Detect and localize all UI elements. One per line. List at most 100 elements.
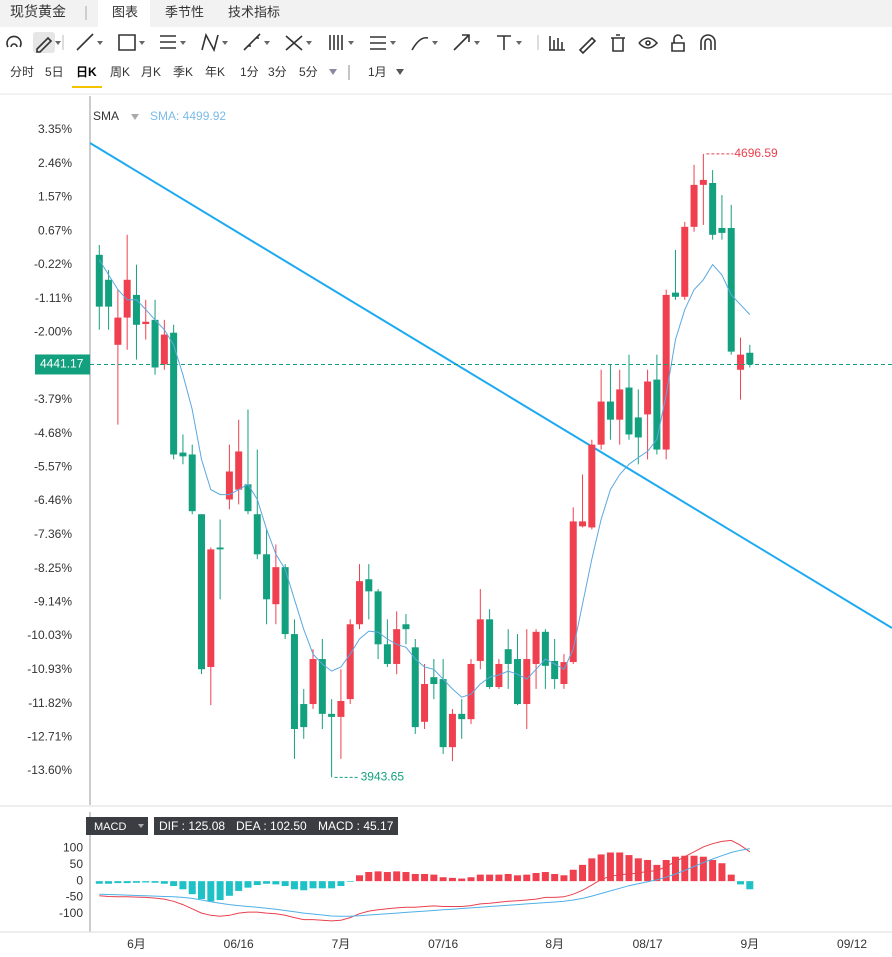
tool-icon[interactable] [6, 35, 22, 48]
y-tick-label: -4.68% [34, 426, 72, 440]
candle-body [328, 713, 336, 717]
tool-icon[interactable] [578, 36, 597, 55]
tool-dropdown[interactable] [180, 41, 186, 45]
tool-icon[interactable] [370, 36, 386, 50]
tool-icon[interactable] [118, 34, 136, 51]
macd-bar [671, 856, 679, 882]
y-tick-label: -10.93% [27, 662, 72, 676]
candle-body [188, 454, 196, 512]
y-tick-label: -9.14% [34, 594, 72, 608]
tool-dropdown[interactable] [516, 41, 522, 45]
macd-title-bg[interactable] [86, 817, 148, 835]
macd-bar [439, 877, 447, 882]
tool-icon[interactable] [638, 37, 659, 49]
trend-line[interactable] [89, 142, 892, 629]
y-tick-label: -0.22% [34, 257, 72, 271]
tab[interactable]: 技术指标 [228, 4, 280, 19]
candle-body [160, 334, 168, 365]
tool-icon[interactable] [201, 32, 219, 53]
macd-bar [95, 881, 103, 884]
tool-dropdown[interactable] [432, 41, 438, 45]
macd-bar [699, 856, 707, 882]
tool-dropdown[interactable] [55, 41, 61, 45]
macd-bar [337, 881, 345, 887]
candle-body [616, 389, 624, 420]
y-tick-label: -13.60% [27, 763, 72, 777]
period[interactable]: 年K [205, 65, 225, 79]
tool-dropdown[interactable] [474, 41, 480, 45]
candle-body [318, 659, 326, 714]
tool-dropdown[interactable] [222, 41, 228, 45]
tool-dropdown[interactable] [139, 41, 145, 45]
tool-icon[interactable] [36, 36, 53, 53]
macd-bar [207, 881, 215, 902]
y-tick-label: -11.82% [28, 696, 72, 710]
tool-icon[interactable] [497, 35, 511, 50]
y-tick-label: 100 [63, 841, 83, 855]
candle-body [690, 184, 698, 227]
tool-dropdown[interactable] [264, 41, 270, 45]
tool-icon[interactable] [671, 34, 685, 52]
tool-dropdown[interactable] [97, 41, 103, 45]
candle-body [458, 713, 466, 720]
period[interactable]: 月K [141, 65, 161, 79]
x-tick-label: 7月 [332, 937, 351, 951]
macd-bar [393, 871, 401, 882]
candle-body [383, 644, 391, 664]
period[interactable]: 5日 [45, 65, 64, 79]
tool-icon[interactable] [160, 35, 176, 49]
tool-icon[interactable] [76, 33, 94, 51]
tool-dropdown[interactable] [390, 41, 396, 45]
indicator-dropdown[interactable] [131, 114, 139, 120]
period[interactable]: 3分 [268, 65, 287, 79]
macd-bar [114, 881, 122, 884]
tool-icon[interactable] [285, 35, 303, 51]
tool-icon[interactable] [549, 36, 565, 51]
high-label: 4696.59 [734, 146, 778, 160]
macd-legend-bg [154, 817, 398, 835]
period[interactable]: 季K [173, 65, 193, 79]
x-tick-label: 06/16 [224, 937, 254, 951]
tool-icon[interactable] [700, 34, 716, 50]
tool-icon[interactable] [243, 33, 261, 51]
candle-body [402, 624, 410, 630]
tool-dropdown[interactable] [306, 41, 312, 45]
macd-bar [476, 874, 484, 882]
macd-title: MACD [94, 821, 126, 833]
candle-body [541, 631, 549, 666]
candle-body [551, 660, 559, 680]
macd-bar [737, 881, 745, 885]
candle-body [718, 227, 726, 233]
tool-icon[interactable] [453, 34, 470, 51]
tab[interactable]: 图表 [112, 4, 138, 19]
macd-bar [681, 855, 689, 882]
tool-icon[interactable] [329, 35, 343, 50]
period[interactable]: 周K [110, 65, 130, 79]
period[interactable]: 5分 [299, 65, 318, 79]
period-dropdown[interactable] [329, 69, 337, 75]
tool-dropdown[interactable] [348, 41, 354, 45]
range-dropdown[interactable] [396, 69, 404, 75]
macd-bar [151, 881, 159, 883]
period[interactable]: 日K [76, 65, 97, 79]
tool-icon[interactable] [411, 36, 429, 51]
candle-body [123, 279, 131, 318]
macd-bar [105, 881, 113, 884]
x-tick-label: 8月 [545, 937, 564, 951]
candle-body [95, 254, 103, 307]
candle-body [569, 521, 577, 663]
y-tick-label: -10.03% [27, 628, 72, 642]
toolbar [6, 32, 716, 55]
period[interactable]: 分时 [10, 65, 34, 79]
period[interactable]: 1分 [240, 65, 259, 79]
tool-icon[interactable] [611, 34, 625, 52]
macd-dropdown[interactable] [138, 824, 144, 828]
macd-bar [653, 864, 661, 882]
y-tick-label: -7.36% [34, 527, 72, 541]
macd-bar [634, 858, 642, 882]
range[interactable]: 1月 [368, 65, 387, 79]
y-tick-label: -12.71% [27, 729, 72, 743]
x-tick-label: 9月 [740, 937, 759, 951]
tab[interactable]: 季节性 [165, 4, 204, 19]
macd-bar [606, 852, 614, 882]
